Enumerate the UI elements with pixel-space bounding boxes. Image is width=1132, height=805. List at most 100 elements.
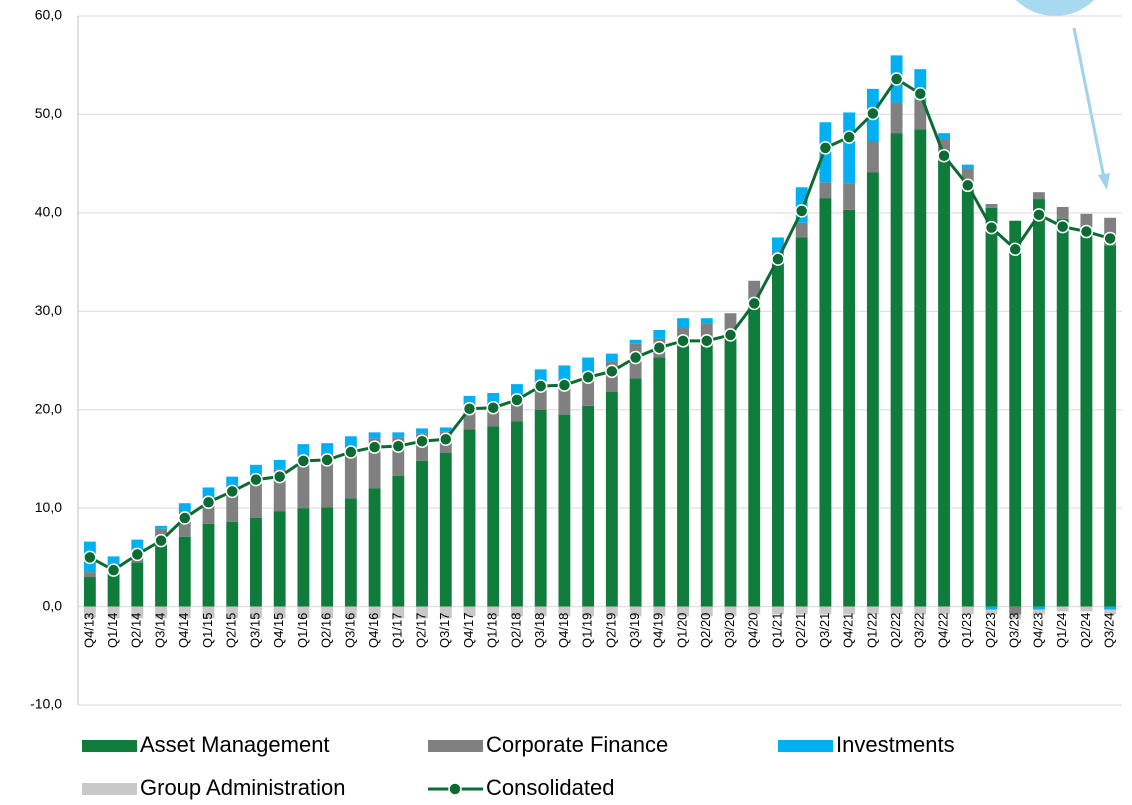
- x-tick-label: Q3/16: [342, 613, 357, 648]
- bar-segment: [914, 129, 927, 607]
- bar-segment: [487, 606, 500, 617]
- y-tick-label: 60,0: [35, 7, 62, 23]
- x-tick-label: Q2/15: [224, 613, 239, 648]
- line-marker: [320, 453, 334, 467]
- bar-segment: [748, 280, 761, 300]
- bar-segment: [178, 606, 191, 619]
- bar-segment: [297, 444, 310, 455]
- bar-segment: [487, 402, 500, 427]
- bar-segment: [83, 572, 96, 578]
- bar-segment: [843, 209, 856, 607]
- x-tick-label: Q4/20: [746, 613, 761, 648]
- bar-segment: [416, 428, 428, 434]
- bar-segment: [321, 606, 334, 619]
- bar-segment: [155, 606, 167, 619]
- bar-segment: [1104, 606, 1117, 610]
- bar-segment: [961, 183, 974, 607]
- bar-segment: [866, 172, 879, 607]
- line-marker: [557, 378, 572, 392]
- bar-segment: [107, 606, 120, 619]
- x-tick-label: Q1/19: [580, 613, 595, 648]
- x-tick-label: Q4/13: [81, 613, 96, 648]
- bar-segment: [178, 536, 191, 607]
- bar-segment: [558, 606, 571, 617]
- bar-segment: [226, 476, 239, 488]
- bar-segment: [890, 133, 903, 607]
- bar-segment: [629, 606, 642, 617]
- bar-segment: [890, 102, 903, 134]
- line-marker: [794, 204, 809, 218]
- bar-segment: [961, 168, 974, 184]
- bar-segment: [487, 426, 500, 607]
- bar-segment: [985, 207, 998, 607]
- bar-segment: [534, 381, 547, 410]
- annotation-arrowhead: [1098, 173, 1110, 190]
- bar-segment: [511, 394, 523, 422]
- y-tick-label: -10,0: [30, 696, 62, 712]
- bar-segment: [677, 318, 689, 329]
- bar-segment: [250, 517, 262, 607]
- line-marker: [367, 440, 382, 454]
- bar-segment: [700, 342, 713, 607]
- bar-segment: [511, 421, 523, 607]
- line-marker: [628, 350, 643, 365]
- legend-label: Corporate Finance: [486, 732, 668, 757]
- bar-segment: [392, 437, 405, 476]
- line-marker: [272, 469, 287, 484]
- legend-swatch: [428, 740, 483, 752]
- bar-segment: [368, 438, 381, 489]
- x-tick-label: Q4/23: [1030, 613, 1045, 648]
- bar-segment: [582, 372, 595, 406]
- x-tick-label: Q4/21: [841, 613, 856, 648]
- legend-label: Asset Management: [140, 732, 330, 757]
- bar-segment: [582, 606, 595, 617]
- bar-segment: [843, 183, 856, 210]
- bar-segment: [511, 384, 523, 395]
- bar-segment: [297, 508, 310, 607]
- bar-segment: [344, 447, 357, 499]
- x-tick-label: Q3/24: [1102, 613, 1117, 648]
- y-tick-label: 10,0: [35, 499, 62, 515]
- bar-segment: [1056, 606, 1069, 612]
- bar-segment: [273, 511, 286, 607]
- bar-segment: [368, 432, 381, 439]
- x-tick-label: Q2/14: [129, 613, 144, 648]
- annotation-arrow: [1072, 27, 1106, 179]
- bar-segment: [724, 313, 737, 335]
- bar-segment: [558, 379, 571, 415]
- bar-segment: [131, 539, 144, 556]
- bar-segment: [819, 606, 832, 615]
- bar-segment: [914, 99, 927, 130]
- legend-label: Consolidated: [486, 775, 614, 800]
- bar-segment: [416, 460, 428, 607]
- y-tick-label: 0,0: [43, 597, 63, 613]
- line-marker: [106, 563, 121, 577]
- line-marker: [676, 334, 690, 348]
- bar-segment: [202, 500, 215, 524]
- bar-segment: [938, 160, 950, 607]
- bar-segment: [653, 606, 666, 617]
- bar-segment: [439, 606, 452, 619]
- bar-segment: [1033, 609, 1045, 615]
- bar-segment: [1033, 606, 1045, 610]
- bar-segment: [463, 606, 476, 617]
- line-marker: [747, 296, 761, 311]
- bar-segment: [439, 453, 452, 607]
- bar-segment: [107, 573, 120, 607]
- y-tick-label: 50,0: [35, 105, 62, 121]
- bar-segment: [772, 264, 784, 607]
- bar-segment: [1009, 220, 1022, 607]
- bar-segment: [273, 459, 286, 470]
- x-tick-label: Q4/18: [556, 613, 571, 648]
- bar-segment: [321, 507, 334, 607]
- bar-segment: [107, 556, 120, 571]
- line-marker: [1032, 208, 1046, 222]
- bar-segment: [297, 454, 310, 509]
- y-tick-label: 40,0: [35, 204, 62, 220]
- bar-segment: [985, 203, 998, 208]
- bar-segment: [795, 222, 808, 238]
- x-tick-label: Q1/15: [200, 613, 215, 648]
- bar-segment: [1009, 606, 1022, 615]
- bar-segment: [866, 606, 879, 615]
- bar-segment: [226, 487, 239, 522]
